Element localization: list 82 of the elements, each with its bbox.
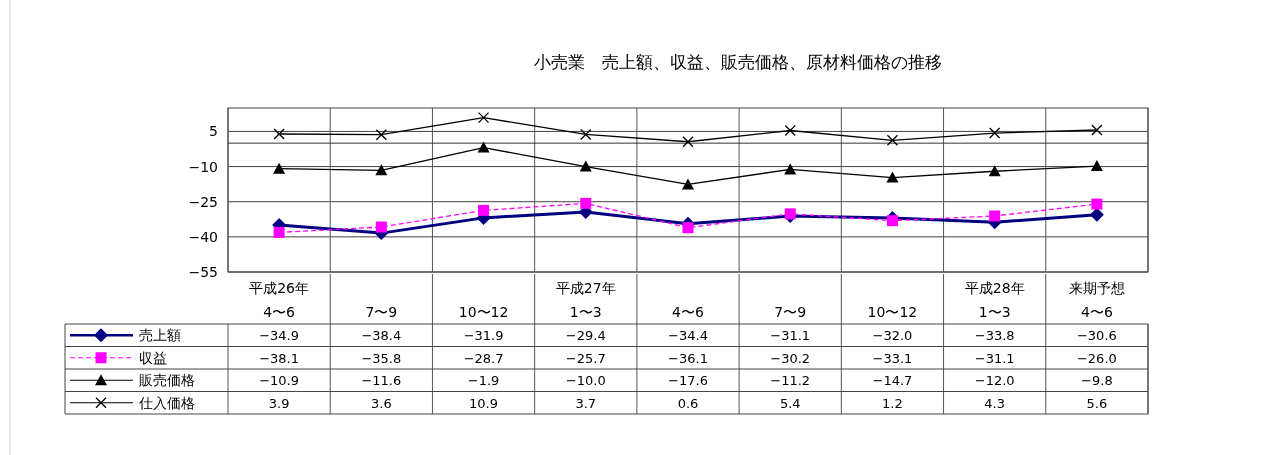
point <box>1090 160 1103 172</box>
data-label: −11.6 <box>361 373 402 388</box>
point <box>784 124 796 137</box>
point <box>1091 124 1103 136</box>
data-label: −38.4 <box>361 328 402 343</box>
y-tick-label: −40 <box>188 228 218 245</box>
data-label: −28.7 <box>463 350 504 366</box>
point <box>273 162 286 174</box>
data-label: −34.9 <box>259 328 300 343</box>
point <box>375 164 388 176</box>
legend-label: 販売価格 <box>139 372 195 389</box>
data-label: −30.6 <box>1076 328 1117 343</box>
data-label: −11.2 <box>770 373 811 388</box>
point <box>682 178 694 190</box>
x-tick-label: 4〜6 <box>672 304 704 320</box>
y-tick-label: −55 <box>188 264 218 280</box>
data-label: −35.8 <box>361 350 402 366</box>
y-tick-label: 5 <box>209 123 218 140</box>
point <box>1089 207 1104 222</box>
data-label: −36.1 <box>668 350 708 366</box>
point <box>989 210 1001 222</box>
point <box>682 222 694 234</box>
legend-label: 収益 <box>139 349 167 366</box>
data-label: −9.8 <box>1081 373 1113 388</box>
x-tick-label: 平成28年 1〜3 <box>964 280 1025 320</box>
data-label: −12.0 <box>974 373 1015 388</box>
point <box>1091 198 1103 210</box>
point <box>477 111 490 124</box>
data-label: 5.4 <box>779 395 801 411</box>
data-label: −25.7 <box>565 350 606 366</box>
data-label: −31.1 <box>974 350 1015 366</box>
x-tick-label: 10〜12 <box>867 304 918 320</box>
data-label: −26.0 <box>1076 350 1117 366</box>
point <box>886 171 899 183</box>
data-label: −33.1 <box>872 350 913 366</box>
point <box>988 165 1001 177</box>
data-label: −1.9 <box>467 373 500 388</box>
chart-title: 小売業 売上額、収益、販売価格、原材料価格の推移 <box>534 52 942 72</box>
point <box>478 204 490 216</box>
data-label: 4.3 <box>984 395 1006 411</box>
data-label: −34.4 <box>668 328 708 343</box>
data-label: 3.9 <box>268 395 290 411</box>
point <box>375 129 387 141</box>
point <box>886 215 898 227</box>
data-label: −38.1 <box>259 350 300 366</box>
point <box>580 197 592 209</box>
data-label: 1.2 <box>882 395 903 411</box>
data-label: −31.1 <box>770 328 811 343</box>
data-label: −33.8 <box>974 328 1015 343</box>
data-label: −32.0 <box>872 328 913 343</box>
data-label: 5.6 <box>1086 395 1108 411</box>
point <box>580 128 592 141</box>
point <box>477 141 490 153</box>
point <box>784 163 797 175</box>
data-label: −10.0 <box>565 373 606 388</box>
legend-label: 売上額 <box>139 327 181 344</box>
x-tick-label: 7〜9 <box>365 304 398 320</box>
x-tick-label: 平成26年 4〜6 <box>249 280 310 320</box>
point <box>273 226 285 238</box>
point <box>989 127 1001 139</box>
x-tick-label: 10〜12 <box>458 304 509 320</box>
data-label: −31.9 <box>463 328 504 343</box>
legend-label: 仕入価格 <box>138 394 195 411</box>
data-label: −14.7 <box>872 373 913 388</box>
x-tick-label: 7〜9 <box>774 304 807 320</box>
point <box>273 128 285 140</box>
x-tick-label: 来期予想 4〜6 <box>1068 280 1125 320</box>
point <box>886 134 899 146</box>
data-label: −10.9 <box>259 373 300 388</box>
data-label: −30.2 <box>770 350 811 366</box>
data-label: 3.6 <box>370 395 392 411</box>
data-label: 10.9 <box>469 395 499 411</box>
data-label: 3.7 <box>575 395 597 411</box>
x-tick-label: 平成27年 1〜3 <box>555 280 616 320</box>
data-label: −29.4 <box>565 328 606 343</box>
y-tick-label: −10 <box>188 158 218 175</box>
point <box>682 136 694 148</box>
y-tick-label: −25 <box>188 193 218 210</box>
point <box>579 160 592 172</box>
point <box>375 221 387 233</box>
data-label: 0.6 <box>677 395 699 411</box>
data-label: −17.6 <box>668 373 708 388</box>
